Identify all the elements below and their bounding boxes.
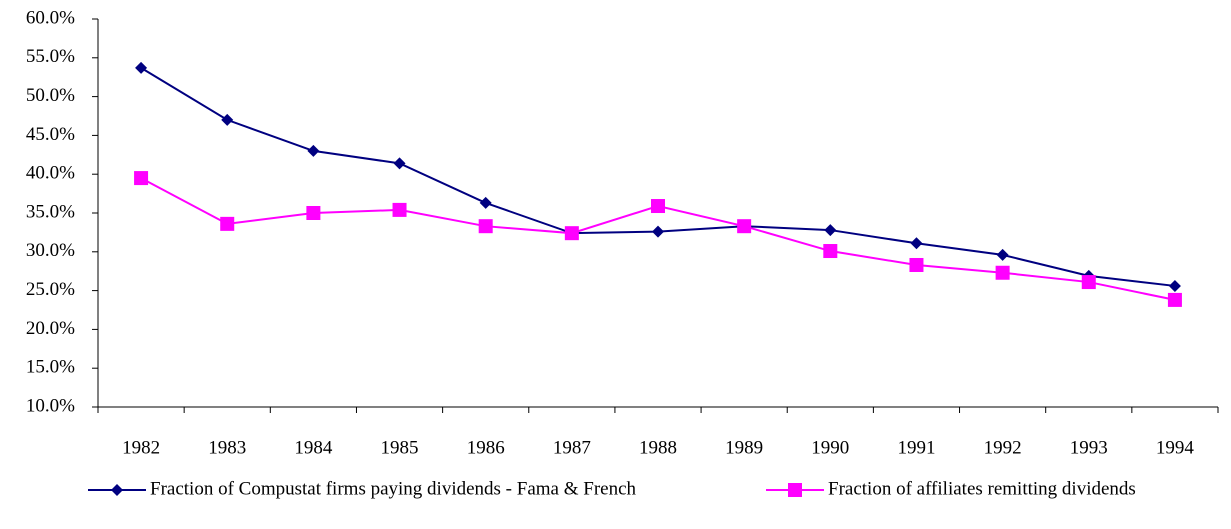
marker	[996, 248, 1009, 261]
series-line	[140, 177, 1176, 301]
y-tick-label: 15.0%	[26, 357, 75, 378]
marker	[134, 171, 149, 186]
x-tick-label: 1985	[381, 437, 419, 458]
marker	[307, 144, 320, 157]
legend-label: Fraction of affiliates remitting dividen…	[828, 478, 1136, 499]
legend-label: Fraction of Compustat firms paying divid…	[150, 478, 637, 499]
x-tick-label: 1987	[553, 437, 591, 458]
marker	[306, 206, 321, 220]
y-tick-label: 40.0%	[26, 163, 75, 184]
legend-marker	[111, 484, 123, 496]
y-tick-label: 55.0%	[26, 46, 75, 67]
x-tick-label: 1994	[1156, 437, 1195, 458]
marker	[564, 226, 579, 241]
y-tick-label: 60.0%	[26, 7, 75, 28]
x-tick-label: 1983	[208, 437, 246, 458]
marker	[823, 244, 838, 259]
marker	[135, 61, 148, 74]
marker	[652, 225, 664, 238]
marker	[1167, 292, 1182, 307]
x-tick-label: 1984	[294, 437, 333, 458]
x-tick-label: 1989	[725, 437, 763, 458]
marker	[909, 257, 924, 272]
x-tick-label: 1982	[122, 437, 160, 458]
marker	[910, 237, 923, 250]
marker	[1168, 279, 1181, 292]
marker	[995, 265, 1010, 280]
marker	[221, 113, 234, 126]
x-tick-label: 1992	[984, 437, 1022, 458]
y-tick-label: 20.0%	[26, 318, 75, 339]
y-tick-label: 10.0%	[26, 395, 75, 416]
marker	[393, 157, 406, 170]
marker	[392, 202, 407, 217]
marker	[479, 196, 492, 209]
marker	[1081, 275, 1096, 290]
x-tick-label: 1991	[897, 437, 935, 458]
x-tick-label: 1986	[467, 437, 505, 458]
marker	[478, 219, 493, 234]
x-tick-label: 1990	[811, 437, 849, 458]
y-tick-label: 30.0%	[26, 240, 75, 261]
series-line	[140, 67, 1176, 287]
x-tick-label: 1993	[1070, 437, 1108, 458]
marker	[824, 224, 837, 237]
y-tick-label: 35.0%	[26, 201, 75, 222]
y-tick-label: 50.0%	[26, 85, 75, 106]
x-tick-label: 1988	[639, 437, 677, 458]
marker	[651, 199, 665, 214]
legend-marker	[788, 483, 802, 497]
y-tick-label: 45.0%	[26, 124, 75, 145]
y-tick-label: 25.0%	[26, 279, 75, 300]
marker	[220, 216, 235, 231]
marker	[737, 219, 752, 234]
